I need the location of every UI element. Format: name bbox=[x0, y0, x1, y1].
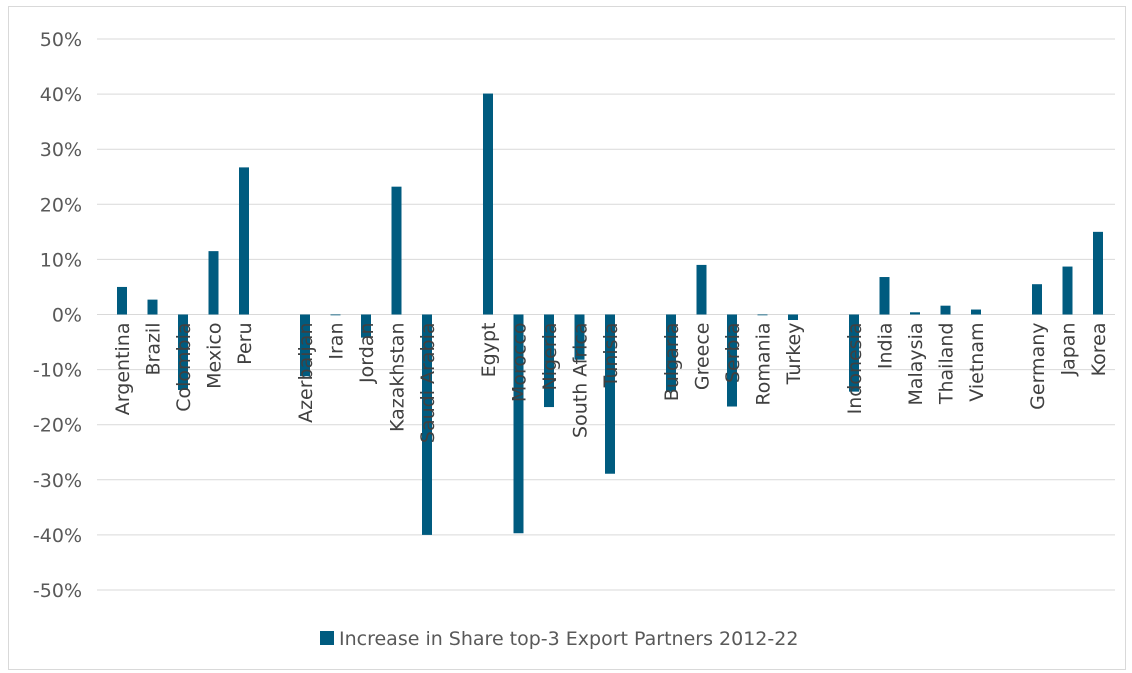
bar-argentina bbox=[117, 286, 127, 315]
category-label: Thailand bbox=[936, 323, 958, 406]
category-label: Argentina bbox=[112, 323, 134, 416]
bar-indonesia bbox=[849, 314, 859, 392]
bar-romania bbox=[757, 314, 768, 316]
bar-india bbox=[879, 277, 890, 315]
category-label: Morocco bbox=[509, 323, 531, 403]
bar-colombia bbox=[178, 314, 188, 390]
bar-bulgaria bbox=[666, 314, 676, 392]
bar-chart: 50% 40% 30% 20% 10% 0% -10% -20% -30% -40% -50% Ar… bbox=[33, 29, 1115, 650]
category-label: Bulgaria bbox=[661, 323, 683, 402]
category-label: Tunisia bbox=[600, 323, 622, 389]
x-axis-category-labels: Argentina Brazil Colombia Mexico Peru Azerbai… bbox=[112, 323, 1110, 444]
y-tick-label: 0% bbox=[52, 305, 82, 327]
category-label: Korea bbox=[1088, 323, 1110, 377]
bar-japan bbox=[1062, 266, 1073, 315]
bar-serbia bbox=[727, 314, 737, 407]
category-label: Japan bbox=[1058, 323, 1080, 377]
bar-azerbaijan bbox=[300, 314, 310, 377]
category-label: Malaysia bbox=[905, 323, 927, 406]
y-tick-label: 10% bbox=[40, 249, 82, 271]
category-label: Turkey bbox=[783, 323, 805, 386]
bar-morocco bbox=[513, 314, 524, 534]
y-axis-tick-labels: 50% 40% 30% 20% 10% 0% -10% -20% -30% -40% -50% bbox=[33, 29, 82, 602]
bars bbox=[117, 93, 1103, 535]
legend-swatch bbox=[320, 631, 334, 645]
category-label: Indonesia bbox=[844, 323, 866, 415]
category-label: Romania bbox=[753, 323, 775, 406]
category-label: Saudi Arabia bbox=[417, 323, 439, 444]
category-label: Vietnam bbox=[966, 323, 988, 402]
bar-saudi-arabia bbox=[422, 314, 432, 535]
category-label: Brazil bbox=[143, 323, 165, 376]
bar-turkey bbox=[788, 314, 798, 321]
category-label: Kazakhstan bbox=[387, 323, 409, 432]
y-tick-label: -30% bbox=[33, 470, 82, 492]
y-tick-label: -20% bbox=[33, 415, 82, 437]
bar-tunisia bbox=[605, 314, 615, 474]
bar-malaysia bbox=[910, 312, 920, 315]
y-tick-label: 40% bbox=[40, 84, 82, 106]
y-tick-label: 20% bbox=[40, 194, 82, 216]
y-tick-label: 50% bbox=[40, 29, 82, 51]
bar-vietnam bbox=[971, 309, 981, 315]
bar-mexico bbox=[208, 251, 219, 315]
category-label: India bbox=[875, 323, 897, 370]
category-label: Colombia bbox=[173, 323, 195, 412]
category-label: Germany bbox=[1027, 323, 1049, 410]
bar-thailand bbox=[940, 305, 951, 315]
bar-nigeria bbox=[544, 314, 554, 408]
category-label: Peru bbox=[234, 323, 256, 365]
category-label: Nigeria bbox=[539, 323, 561, 391]
bar-kazakhstan bbox=[391, 186, 402, 315]
bar-south-africa bbox=[574, 314, 585, 360]
y-tick-label: -10% bbox=[33, 360, 82, 382]
bar-korea bbox=[1093, 231, 1103, 315]
bar-greece bbox=[696, 264, 707, 315]
category-label: Azerbaijan bbox=[295, 323, 317, 423]
bar-germany bbox=[1032, 284, 1042, 315]
legend-label: Increase in Share top-3 Export Partners … bbox=[339, 628, 798, 650]
bar-egypt bbox=[483, 93, 493, 315]
category-label: Greece bbox=[692, 323, 714, 391]
y-tick-label: -50% bbox=[33, 580, 82, 602]
bar-peru bbox=[239, 167, 249, 315]
y-tick-label: 30% bbox=[40, 139, 82, 161]
category-label: Iran bbox=[326, 323, 348, 360]
y-tick-label: -40% bbox=[33, 525, 82, 547]
chart-frame: 50% 40% 30% 20% 10% 0% -10% -20% -30% -40% -50% Ar… bbox=[8, 6, 1126, 670]
category-label: Egypt bbox=[478, 323, 500, 378]
bar-iran bbox=[330, 314, 341, 316]
legend: Increase in Share top-3 Export Partners … bbox=[320, 628, 798, 650]
category-label: Serbia bbox=[722, 323, 744, 384]
bar-brazil bbox=[147, 299, 158, 315]
category-label: Mexico bbox=[204, 323, 226, 389]
category-label: South Africa bbox=[570, 323, 592, 438]
category-label: Jordan bbox=[356, 323, 378, 384]
bar-jordan bbox=[361, 314, 371, 338]
